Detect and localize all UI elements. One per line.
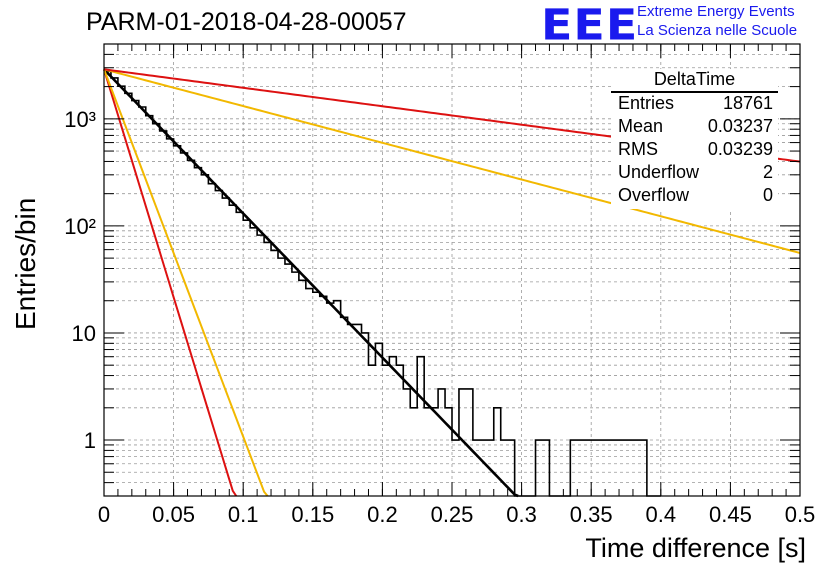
stats-label: Underflow [618,162,700,182]
x-tick-label: 0.25 [431,502,474,527]
tick-labels: 0 0.05 0.1 0.15 0.2 0.25 0.3 0.35 0.4 0.45 0.5 1 10 1… [64,107,815,527]
stats-label: Mean [618,116,664,136]
stats-value: 0 [762,185,773,205]
x-tick-label: 0.45 [709,502,752,527]
x-tick-label: 0.35 [570,502,613,527]
stats-row-rms: RMS 0.03239 [618,139,773,161]
stats-value: 2 [762,162,773,182]
y-tick-label: 10 [72,321,96,346]
stats-label: Entries [618,93,675,113]
fit-curves [103,68,801,498]
stats-row-mean: Mean 0.03237 [618,116,773,138]
stats-title: DeltaTime [653,69,736,89]
stats-value: 0.03239 [707,139,773,159]
stats-row-overflow: Overflow 0 [618,185,773,207]
chart-title: PARM-01-2018-04-28-00057 [86,8,407,36]
x-tick-label: 0.2 [367,502,398,527]
stats-label: RMS [618,139,658,159]
stats-label: Overflow [618,185,690,205]
stats-value: 0.03237 [707,116,773,136]
fit-curve [103,68,269,497]
axis-ticks [103,43,801,497]
x-tick-label: 0.3 [506,502,537,527]
logo-line-2: La Scienza nelle Scuole [637,22,798,39]
stats-row-underflow: Underflow 2 [618,162,773,184]
stats-value: 18761 [722,93,773,113]
x-axis-label: Time difference [s] [585,533,806,563]
x-tick-label: 0.15 [291,502,334,527]
y-tick-label: 10² [64,214,96,239]
fit-curve [103,68,801,254]
stats-divider [611,91,778,93]
y-axis-label: Entries/bin [10,197,41,330]
x-tick-label: 0 [98,502,110,527]
stats-box: DeltaTime Entries 18761 Mean 0.03237 RMS… [611,69,778,209]
eee-logo: EEE [541,0,639,50]
x-tick-label: 0.4 [646,502,677,527]
fit-curve [103,68,519,498]
x-tick-label: 0.1 [228,502,259,527]
stats-row-entries: Entries 18761 [618,93,773,115]
y-tick-label: 1 [84,428,96,453]
fit-curve [103,69,238,497]
x-tick-label: 0.5 [785,502,816,527]
x-tick-label: 0.05 [152,502,195,527]
y-tick-label: 10³ [64,107,96,132]
logo-line-1: Extreme Energy Events [637,3,795,20]
